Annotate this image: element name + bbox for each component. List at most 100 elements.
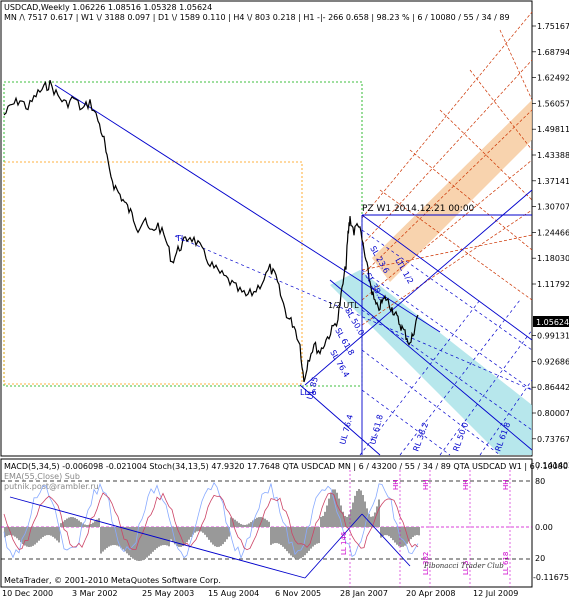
time-axis-label: 3 Mar 2002 xyxy=(72,589,118,598)
macd-bar xyxy=(110,527,112,546)
price-axis: 1.75167 1.68794 1.62492 1.56057 1.49811 1.433… xyxy=(532,22,569,444)
macd-bar xyxy=(176,527,178,546)
macd-bar xyxy=(354,495,356,527)
macd-bar xyxy=(44,527,46,536)
indicator-ll-0: LL 146 xyxy=(340,531,348,555)
macd-bar xyxy=(32,527,34,546)
time-axis-label: 28 Jan 2007 xyxy=(340,589,388,598)
macd-bar xyxy=(356,490,358,527)
price-axis-label: 1.62492 xyxy=(537,74,569,83)
macd-bar xyxy=(396,527,398,545)
macd-bar xyxy=(68,517,70,527)
price-axis-label: 1.56057 xyxy=(537,99,569,108)
macd-bar xyxy=(90,524,92,527)
ind-axis-2: 0.00 xyxy=(535,523,553,532)
macd-bar xyxy=(18,527,20,541)
blue-trendlines xyxy=(54,84,533,456)
indicator-sub2: putnik.post@rambler.ru xyxy=(4,482,99,491)
macd-bar xyxy=(334,489,336,527)
macd-bar xyxy=(182,527,184,547)
macd-bar xyxy=(212,527,214,545)
macd-bar xyxy=(218,527,220,547)
indicator-ll-3: LL 618 xyxy=(502,552,510,575)
macd-bar xyxy=(70,517,72,527)
macd-bar xyxy=(314,527,316,545)
macd-bar xyxy=(240,524,242,527)
macd-bar xyxy=(4,527,6,538)
macd-bar xyxy=(60,523,62,527)
macd-bar xyxy=(368,513,370,527)
macd-bar xyxy=(342,511,344,527)
macd-bar xyxy=(360,490,362,527)
current-price-label: 1.05624 xyxy=(536,318,569,327)
macd-bar xyxy=(166,527,168,546)
macd-bar xyxy=(364,501,366,527)
macd-bar xyxy=(118,527,120,547)
macd-bar xyxy=(394,527,396,543)
macd-bar xyxy=(46,527,48,536)
macd-bar xyxy=(196,527,198,532)
macd-bar xyxy=(106,527,108,548)
macd-bar xyxy=(160,527,162,546)
indicator-hh-2: HH xyxy=(462,479,470,490)
macd-bar xyxy=(80,522,82,527)
indicator-hh-0: HH xyxy=(392,479,400,490)
macd-bar xyxy=(350,509,352,527)
macd-bar xyxy=(128,527,130,556)
cyan-channel xyxy=(330,270,532,455)
price-axis-label: 1.75167 xyxy=(537,22,569,31)
macd-bar xyxy=(144,527,146,560)
macd-bar xyxy=(138,527,140,561)
macd-bar xyxy=(74,517,76,527)
macd-bar xyxy=(164,527,166,546)
macd-bar xyxy=(220,527,222,546)
macd-bar xyxy=(120,527,122,548)
macd-bar xyxy=(352,502,354,527)
macd-bar xyxy=(8,527,10,536)
macd-bar xyxy=(6,527,8,536)
macd-bar xyxy=(102,527,104,552)
macd-bar xyxy=(414,527,416,536)
macd-bar xyxy=(82,523,84,527)
macd-bar xyxy=(258,517,260,527)
price-axis-label: 0.80007 xyxy=(537,409,569,418)
price-axis-label: 0.99131 xyxy=(537,332,569,341)
macd-bar xyxy=(298,527,300,559)
price-axis-label: 0.92686 xyxy=(537,357,569,366)
macd-bar xyxy=(34,527,36,545)
indicator-ll-1: LL 382 xyxy=(422,552,430,575)
macd-bar xyxy=(150,527,152,554)
macd-bar xyxy=(192,527,194,535)
macd-bar xyxy=(372,516,374,527)
macd-bar xyxy=(86,524,88,527)
macd-bar xyxy=(174,527,176,545)
macd-bar xyxy=(286,527,288,552)
macd-bar xyxy=(94,521,96,527)
macd-bar xyxy=(338,498,340,527)
macd-bar xyxy=(206,527,208,538)
fib-red-fan xyxy=(361,11,533,326)
macd-bar xyxy=(294,527,296,559)
macd-bar xyxy=(214,527,216,547)
macd-bar xyxy=(36,527,38,543)
macd-bar xyxy=(246,524,248,527)
time-axis-label: 20 Apr 2008 xyxy=(406,589,455,598)
macd-bar xyxy=(162,527,164,546)
macd-bar xyxy=(130,527,132,558)
macd-bar xyxy=(148,527,150,556)
macd-bar xyxy=(388,527,390,537)
macd-bar xyxy=(202,527,204,533)
price-axis-label: 1.49811 xyxy=(537,125,569,134)
macd-bar xyxy=(312,527,314,547)
macd-bar xyxy=(210,527,212,543)
macd-bar xyxy=(306,527,308,554)
macd-bar xyxy=(318,527,320,544)
macd-bar xyxy=(308,527,310,551)
macd-bar xyxy=(22,527,24,545)
macd-bar xyxy=(248,523,250,527)
macd-bar xyxy=(398,527,400,547)
macd-bar xyxy=(412,527,414,538)
price-axis-label: 1.37141 xyxy=(537,177,569,186)
macd-bar xyxy=(188,527,190,540)
